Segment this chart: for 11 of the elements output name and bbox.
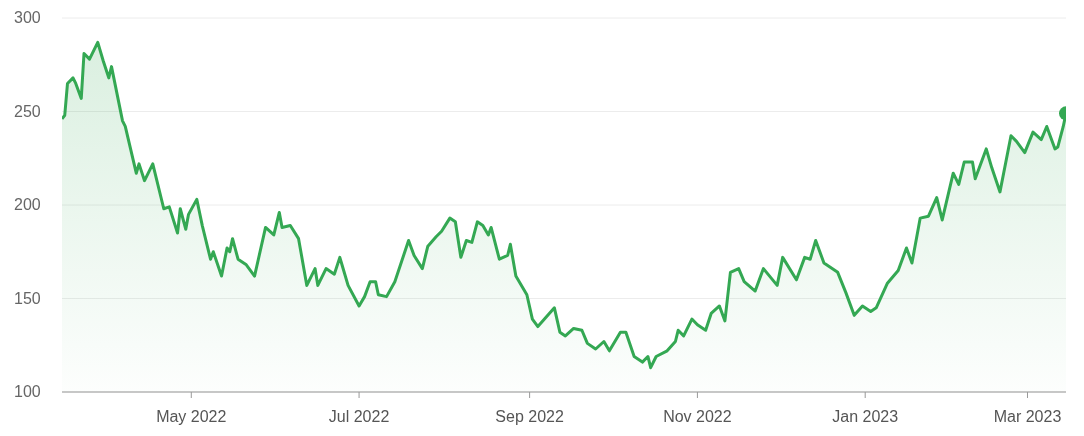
x-tick-label: Mar 2023 bbox=[993, 408, 1062, 425]
x-tick-label: Jul 2022 bbox=[328, 408, 390, 425]
y-tick-label: 200 bbox=[14, 196, 41, 213]
y-tick-label: 250 bbox=[14, 102, 41, 120]
y-tick-label: 100 bbox=[14, 383, 41, 400]
x-tick-label: Sep 2022 bbox=[495, 408, 564, 425]
x-tick-label: Nov 2022 bbox=[663, 408, 732, 425]
y-tick-label: 300 bbox=[14, 9, 41, 26]
x-tick-label: May 2022 bbox=[156, 408, 227, 425]
y-tick-label: 150 bbox=[14, 289, 41, 307]
x-tick-label: Jan 2023 bbox=[832, 408, 899, 425]
